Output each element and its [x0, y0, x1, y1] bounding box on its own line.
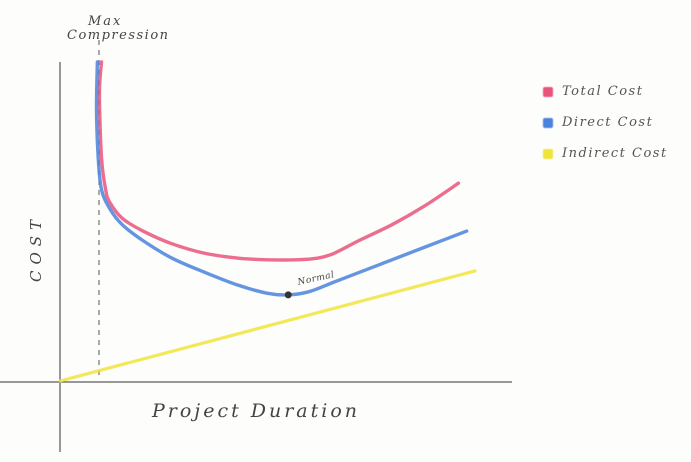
legend: Total Cost Direct Cost Indirect Cost: [543, 76, 668, 169]
series-line-total-cost: [97, 60, 461, 262]
x-axis-label: Project Duration: [151, 400, 360, 422]
y-axis-label: COST: [27, 214, 45, 282]
legend-item-indirect-cost: Indirect Cost: [543, 138, 668, 169]
legend-item-total-cost: Total Cost: [543, 76, 668, 107]
legend-swatch-total-cost: [543, 86, 553, 97]
legend-swatch-indirect-cost: [543, 148, 553, 159]
max-compression-label-line1: Max: [87, 14, 122, 29]
series-line-direct-cost: [94, 60, 469, 297]
series-layer: [58, 60, 477, 383]
legend-label-total-cost: Total Cost: [562, 84, 644, 99]
legend-label-indirect-cost: Indirect Cost: [562, 146, 668, 161]
legend-label-direct-cost: Direct Cost: [562, 115, 654, 130]
normal-point-marker: [284, 291, 292, 299]
legend-item-direct-cost: Direct Cost: [543, 107, 668, 138]
max-compression-label-line2: Compression: [67, 28, 170, 43]
series-line-indirect-cost: [58, 269, 477, 383]
legend-swatch-direct-cost: [543, 117, 553, 128]
